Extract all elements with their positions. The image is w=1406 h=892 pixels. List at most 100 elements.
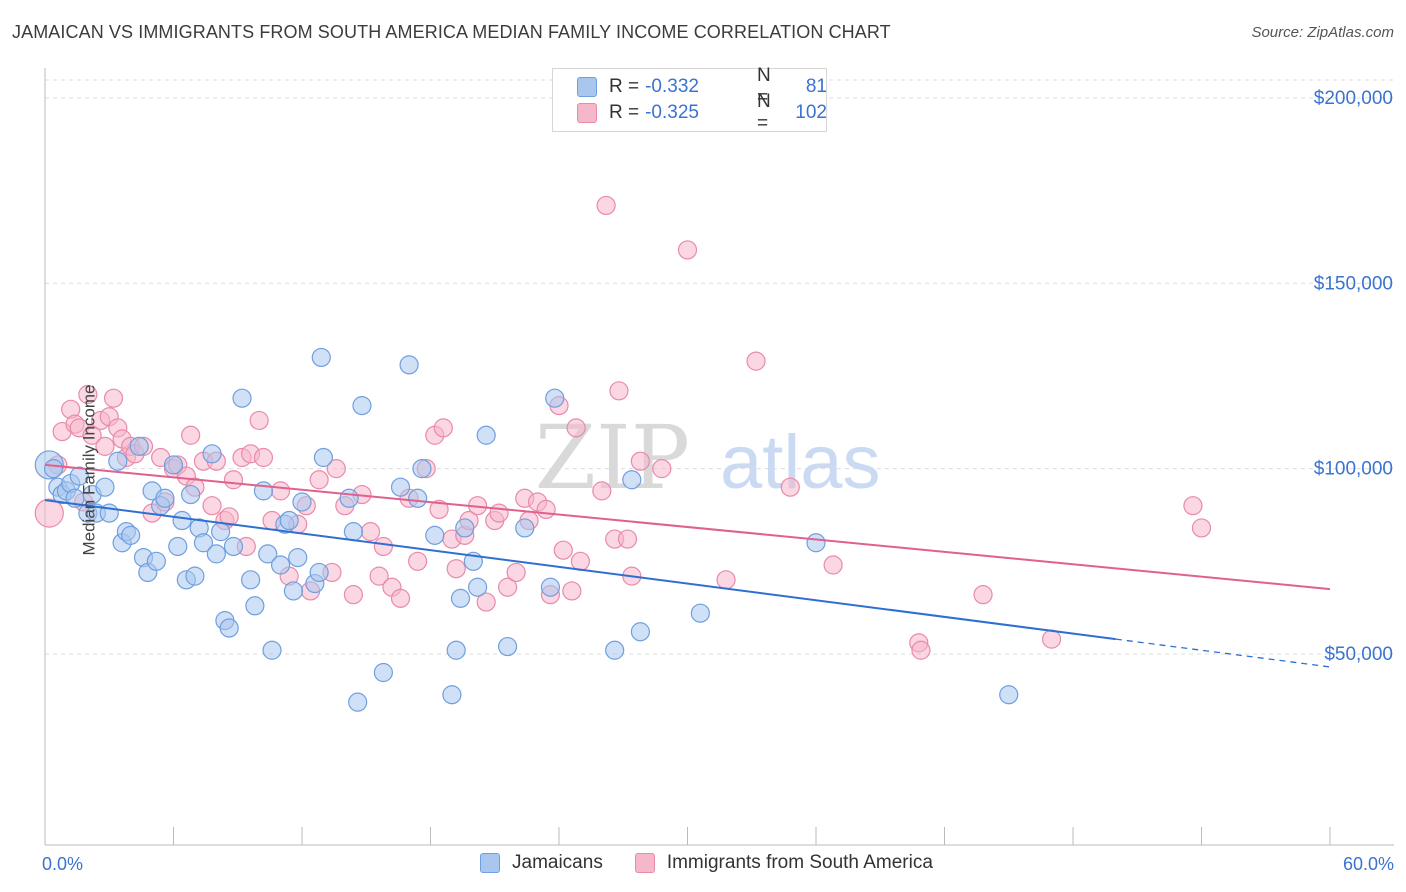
data-point	[43, 459, 64, 479]
series-legend-jamaicans: Jamaicans	[480, 852, 603, 874]
data-point	[677, 240, 698, 260]
data-point	[181, 484, 201, 505]
points-jamaicans	[34, 347, 1019, 712]
data-point	[82, 425, 102, 445]
legend-r-label: R =	[609, 102, 640, 123]
data-point	[168, 536, 188, 557]
data-point	[283, 581, 304, 601]
data-point	[352, 396, 372, 416]
series-label: Immigrants from South America	[666, 852, 933, 873]
data-point	[223, 536, 244, 557]
data-point	[596, 195, 616, 216]
data-point	[219, 507, 239, 527]
y-tick-labels: $50,000 $100,000 $150,000 $200,000	[1314, 88, 1393, 665]
data-point	[605, 640, 625, 660]
data-point	[425, 525, 445, 545]
data-point	[999, 685, 1019, 705]
data-point	[806, 533, 826, 553]
data-point	[69, 466, 89, 486]
trend-lines	[44, 463, 1331, 668]
data-point	[309, 470, 329, 490]
data-point	[973, 585, 993, 605]
data-point	[390, 588, 411, 608]
data-point	[343, 522, 363, 542]
data-point	[780, 477, 800, 497]
data-point	[562, 581, 582, 601]
data-point	[450, 588, 471, 608]
series-swatch-pink	[634, 853, 655, 873]
chart-title: JAMAICAN VS IMMIGRANTS FROM SOUTH AMERIC…	[12, 22, 891, 42]
data-point	[536, 499, 556, 520]
legend-swatch-blue	[577, 77, 597, 97]
data-point	[172, 510, 192, 531]
x-tick-label-min: 0.0%	[42, 854, 83, 874]
data-point	[146, 551, 166, 571]
legend-n-value: 102	[795, 102, 827, 123]
series-swatch-blue	[480, 853, 500, 873]
data-point	[468, 577, 488, 597]
data-point	[258, 544, 278, 564]
watermark-atlas: atlas	[720, 420, 881, 505]
data-point	[193, 533, 214, 553]
data-point	[219, 618, 239, 638]
data-point	[506, 562, 526, 583]
data-point	[339, 488, 359, 508]
data-point	[690, 603, 710, 623]
data-point	[442, 685, 462, 705]
data-point	[373, 536, 393, 557]
series-legend-immigrants: Immigrants from South America	[634, 852, 933, 874]
gridlines	[45, 79, 1394, 655]
data-point	[245, 596, 265, 616]
data-point	[746, 351, 766, 371]
data-point	[823, 555, 843, 575]
data-point	[429, 499, 449, 520]
data-point	[103, 388, 124, 408]
data-point	[540, 577, 561, 597]
data-point	[202, 496, 222, 516]
data-point	[1183, 496, 1203, 516]
data-point	[592, 481, 612, 501]
watermark: ZIP atlas	[535, 406, 881, 509]
data-point	[1191, 518, 1212, 538]
y-tick-label: $150,000	[1314, 273, 1393, 294]
data-point	[630, 451, 650, 471]
data-point	[609, 381, 629, 401]
data-point	[288, 547, 308, 568]
data-point	[185, 566, 205, 586]
data-point	[630, 622, 650, 642]
data-point	[343, 585, 363, 605]
data-point	[270, 555, 291, 575]
legend-row-immigrants: R = -0.325 N = 102	[577, 91, 827, 134]
data-point	[399, 355, 419, 375]
y-tick-label: $50,000	[1324, 644, 1393, 665]
y-axis-title: Median Family Income	[79, 384, 99, 556]
x-tick-label-max: 60.0%	[1343, 854, 1394, 874]
y-tick-label: $100,000	[1314, 459, 1393, 480]
data-point	[716, 570, 736, 590]
series-legend: Jamaicans Immigrants from South America	[480, 852, 965, 874]
data-point	[408, 551, 428, 571]
data-point	[515, 518, 535, 538]
data-point	[476, 425, 496, 445]
data-point	[311, 347, 331, 368]
data-point	[253, 447, 274, 468]
legend-r-value: -0.332	[645, 76, 699, 97]
data-point	[262, 640, 282, 660]
data-point	[348, 692, 368, 712]
data-point	[95, 477, 115, 497]
data-point	[566, 418, 586, 438]
legend-swatch-pink	[577, 103, 597, 123]
data-point	[249, 410, 269, 431]
data-point	[78, 384, 98, 405]
data-point	[223, 470, 244, 490]
data-point	[652, 459, 672, 479]
watermark-zip: ZIP	[535, 406, 690, 509]
data-point	[433, 418, 453, 438]
data-point	[622, 470, 642, 490]
data-point	[498, 636, 518, 657]
data-point	[369, 566, 389, 586]
data-point	[326, 459, 346, 479]
data-point	[202, 444, 222, 464]
data-point	[617, 529, 638, 549]
